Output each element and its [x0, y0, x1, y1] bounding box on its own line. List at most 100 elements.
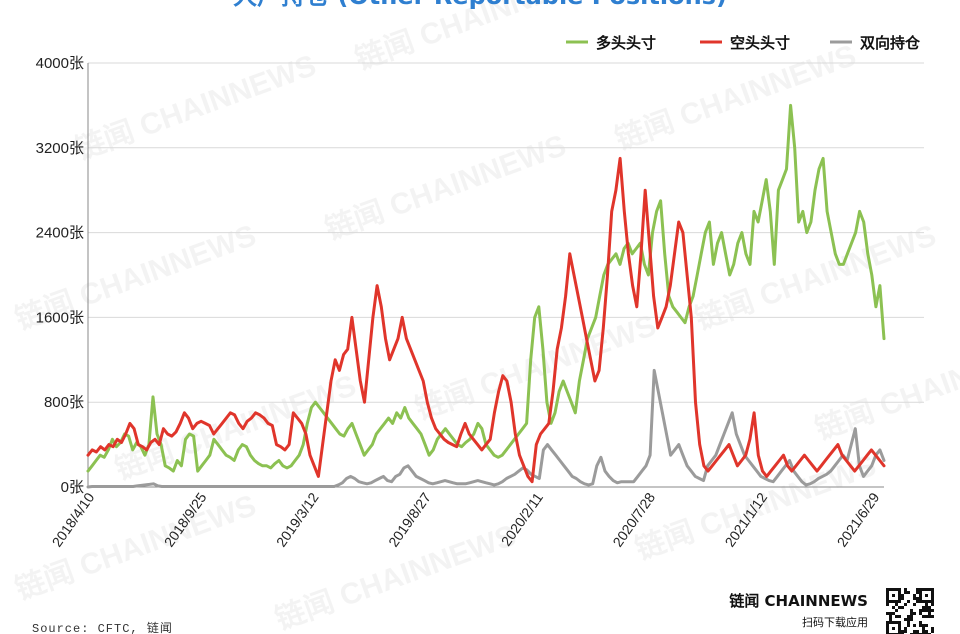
y-tick-label: 1600张	[36, 309, 84, 326]
qr-module	[898, 597, 901, 600]
qr-module	[928, 609, 931, 612]
qr-module	[913, 597, 916, 600]
qr-module	[901, 630, 904, 633]
qr-module	[892, 600, 895, 603]
qr-module	[928, 612, 931, 615]
qr-module	[931, 603, 934, 606]
qr-module	[898, 600, 901, 603]
qr-module	[931, 630, 934, 633]
qr-module	[925, 603, 928, 606]
qr-module	[919, 591, 922, 594]
qr-module	[910, 609, 913, 612]
qr-module	[895, 615, 898, 618]
qr-module	[895, 588, 898, 591]
qr-module	[901, 594, 904, 597]
qr-module	[886, 621, 889, 624]
qr-module	[925, 600, 928, 603]
x-tick-label: 2019/8/27	[385, 489, 434, 549]
legend-label: 双向持仓	[860, 34, 921, 52]
qr-module	[904, 618, 907, 621]
qr-module	[925, 609, 928, 612]
qr-module	[898, 606, 901, 609]
qr-module	[907, 615, 910, 618]
qr-module	[904, 588, 907, 591]
qr-module	[892, 627, 895, 630]
qr-module	[922, 627, 925, 630]
qr-module	[928, 588, 931, 591]
qr-module	[886, 630, 889, 633]
qr-module	[913, 594, 916, 597]
qr-module	[892, 594, 895, 597]
qr-module	[919, 624, 922, 627]
qr-module	[901, 606, 904, 609]
qr-module	[910, 615, 913, 618]
qr-module	[889, 618, 892, 621]
qr-module	[916, 588, 919, 591]
qr-module	[931, 615, 934, 618]
qr-module	[919, 612, 922, 615]
qr-module	[892, 606, 895, 609]
qr-module	[931, 588, 934, 591]
qr-module	[916, 600, 919, 603]
qr-module	[889, 588, 892, 591]
qr-module	[904, 627, 907, 630]
source-note: Source: CFTC, 链闻	[32, 620, 173, 634]
chart-title: 大户持仓 (Other Reportable Positions)	[233, 0, 727, 10]
x-tick-label: 2019/3/12	[273, 489, 322, 549]
qr-module	[919, 588, 922, 591]
qr-module	[904, 591, 907, 594]
qr-module	[916, 630, 919, 633]
y-tick-label: 0张	[61, 479, 84, 496]
qr-module	[904, 603, 907, 606]
qr-module	[886, 591, 889, 594]
qr-module	[895, 609, 898, 612]
qr-module	[886, 624, 889, 627]
y-tick-label: 2400张	[36, 225, 84, 242]
qr-module	[892, 588, 895, 591]
x-tick-label: 2021/6/29	[834, 489, 883, 549]
qr-module	[910, 618, 913, 621]
qr-module	[925, 615, 928, 618]
legend-label: 多头头寸	[596, 34, 656, 52]
qr-module	[907, 621, 910, 624]
brand-subtitle: 扫码下载应用	[802, 615, 868, 629]
qr-module	[925, 630, 928, 633]
qr-module	[907, 600, 910, 603]
qr-module	[931, 597, 934, 600]
qr-module	[907, 624, 910, 627]
qr-module	[913, 630, 916, 633]
qr-module	[898, 594, 901, 597]
qr-module	[931, 594, 934, 597]
legend: 多头头寸 空头头寸 双向持仓	[566, 34, 921, 52]
y-tick-label: 800张	[44, 394, 84, 411]
qr-module	[925, 588, 928, 591]
qr-code-icon	[884, 586, 936, 634]
qr-module	[928, 600, 931, 603]
qr-module	[919, 594, 922, 597]
qr-module	[895, 603, 898, 606]
qr-module	[922, 588, 925, 591]
qr-module	[886, 600, 889, 603]
watermark-text: 链闻 CHAINNEWS	[691, 218, 941, 337]
qr-module	[925, 606, 928, 609]
series-layer	[86, 103, 886, 489]
qr-module	[925, 594, 928, 597]
qr-module	[886, 588, 889, 591]
qr-module	[904, 630, 907, 633]
qr-module	[916, 597, 919, 600]
qr-module	[889, 600, 892, 603]
legend-label: 空头头寸	[730, 34, 790, 52]
watermark-text: 链闻 CHAINNEWS	[321, 128, 571, 247]
qr-module	[889, 615, 892, 618]
qr-module	[916, 591, 919, 594]
qr-module	[913, 612, 916, 615]
qr-module	[922, 624, 925, 627]
y-tick-label: 4000张	[36, 55, 84, 72]
qr-module	[898, 627, 901, 630]
series-line-spread	[86, 368, 886, 489]
qr-module	[892, 612, 895, 615]
qr-module	[928, 606, 931, 609]
watermark-text: 链闻 CHAINNEWS	[351, 0, 601, 77]
qr-module	[913, 603, 916, 606]
